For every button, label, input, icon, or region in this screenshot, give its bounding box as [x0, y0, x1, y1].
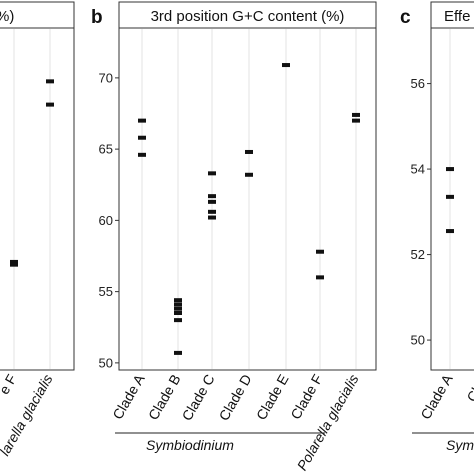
- category-label: Clade D: [215, 372, 254, 424]
- data-point: [208, 199, 216, 204]
- data-point: [10, 262, 18, 267]
- panel-c-y-axis: 50 52 54 56: [411, 76, 431, 348]
- panel-b-title: 3rd position G+C content (%): [151, 8, 345, 25]
- y-tick-label: 50: [411, 333, 425, 348]
- panel-c: c Effe 50 52 54 56 Clade A Clad Sym: [400, 1, 474, 453]
- data-point: [446, 167, 454, 172]
- y-tick-label: 65: [99, 142, 113, 157]
- category-label: e F: [0, 372, 20, 398]
- y-tick-label: 56: [411, 76, 425, 91]
- category-label: Clade A: [417, 371, 456, 422]
- panel-c-category-labels: Clade A Clad: [417, 371, 474, 422]
- data-point: [282, 63, 290, 68]
- data-point: [316, 275, 324, 280]
- data-point: [138, 152, 146, 157]
- panel-b-group-label: Symbiodinium: [146, 437, 234, 453]
- panel-c-title: Effe: [444, 8, 470, 25]
- data-point: [46, 79, 54, 84]
- data-point: [174, 302, 182, 307]
- y-tick-label: 54: [411, 162, 425, 177]
- panel-a-plot-area: [0, 27, 75, 371]
- category-label: Clad: [463, 372, 474, 405]
- panel-c-points: [446, 167, 454, 234]
- data-point: [174, 318, 182, 323]
- y-tick-label: 55: [99, 284, 113, 299]
- panel-a-title-box: [0, 1, 75, 29]
- data-point: [46, 102, 54, 107]
- data-point: [208, 194, 216, 199]
- panel-a-title: %): [0, 8, 14, 25]
- data-point: [245, 149, 253, 154]
- data-point: [174, 350, 182, 355]
- data-point: [208, 209, 216, 214]
- panel-b: b 3rd position G+C content (%) 50 55 60 65 7…: [91, 1, 377, 473]
- data-point: [446, 229, 454, 234]
- data-point: [446, 194, 454, 199]
- category-label: Clade F: [287, 372, 325, 422]
- panel-a-gridlines: [13, 29, 51, 369]
- panel-c-plot-area: [430, 27, 474, 371]
- panel-c-title-box: [430, 1, 474, 29]
- data-point: [316, 249, 324, 254]
- panel-b-plot-area: [118, 27, 377, 371]
- data-point: [352, 118, 360, 123]
- panel-c-letter: c: [400, 7, 411, 28]
- y-tick-label: 50: [99, 355, 113, 370]
- data-point: [208, 171, 216, 176]
- data-point: [174, 311, 182, 315]
- category-label: Clade C: [178, 372, 217, 424]
- data-point: [138, 118, 146, 123]
- y-tick-label: 70: [99, 70, 113, 85]
- data-point: [245, 172, 253, 177]
- panel-b-gridlines: [141, 29, 357, 369]
- category-label: Clade A: [109, 371, 148, 422]
- data-point: [138, 135, 146, 140]
- panel-b-y-axis: 50 55 60 65 70: [99, 70, 119, 370]
- panel-a-points: [10, 79, 54, 267]
- data-point: [208, 215, 216, 220]
- y-tick-label: 60: [99, 213, 113, 228]
- data-point: [352, 112, 360, 117]
- panel-c-group-label: Sym: [446, 437, 474, 453]
- data-point: [174, 306, 182, 311]
- panel-b-letter: b: [91, 7, 103, 28]
- panel-c-gridlines: [449, 29, 451, 369]
- y-tick-label: 52: [411, 247, 425, 262]
- data-point: [174, 298, 182, 303]
- panel-b-points: [138, 63, 360, 355]
- data-point: [10, 259, 18, 264]
- category-label: Clade E: [253, 372, 292, 423]
